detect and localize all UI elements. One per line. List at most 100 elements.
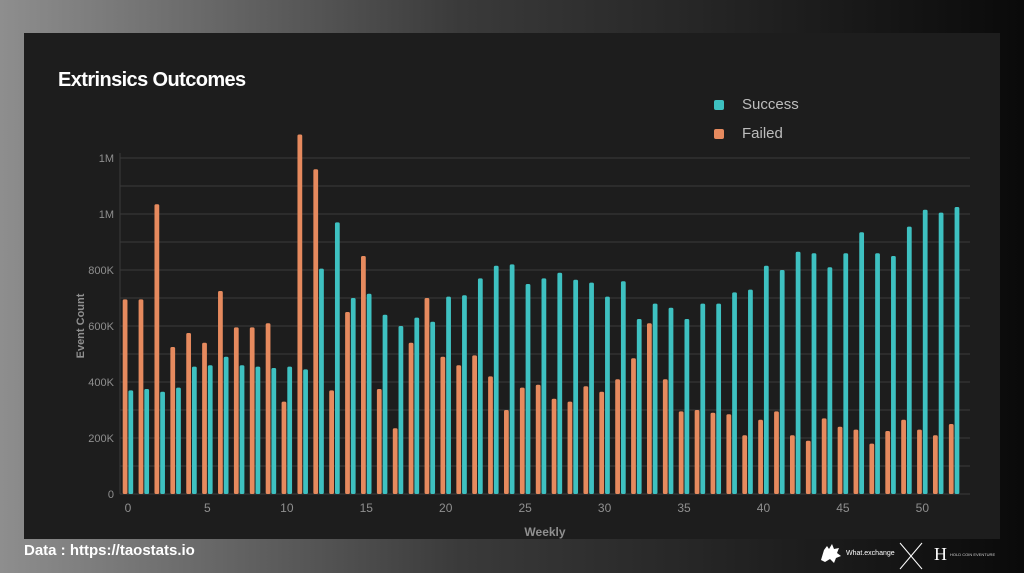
bar-failed	[186, 333, 192, 494]
bar-success	[541, 278, 547, 494]
bar-success	[255, 366, 261, 494]
bar-chart: 0 200K 400K 600K 800K 1M 1M 0 5 10 15 20 25 30 35 40 45 5…	[75, 134, 970, 539]
bar-success	[827, 267, 833, 494]
bar-success	[620, 281, 626, 494]
bar-failed	[408, 342, 414, 494]
bar-failed	[170, 347, 176, 494]
x-tick-label: 20	[439, 501, 453, 515]
x-tick-label: 30	[598, 501, 612, 515]
x-axis-label: Weekly	[524, 525, 565, 539]
brand-what-exchange: What.exchange	[818, 540, 895, 566]
bar-failed	[885, 431, 891, 494]
bar-failed	[202, 342, 207, 494]
bar-success	[271, 368, 277, 494]
bar-failed	[932, 435, 938, 494]
bar-failed	[281, 401, 287, 494]
bar-failed	[233, 327, 239, 494]
y-tick-label: 400K	[88, 377, 114, 389]
bar-success	[239, 365, 245, 494]
bar-success	[652, 303, 658, 494]
bar-failed	[917, 429, 922, 494]
bar-failed	[361, 256, 366, 494]
bar-failed	[392, 428, 398, 494]
bar-success	[334, 222, 340, 494]
bar-failed	[424, 298, 430, 494]
bar-failed	[599, 391, 605, 494]
bar-failed	[662, 379, 668, 494]
bar-failed	[313, 169, 319, 494]
bar-failed	[901, 419, 906, 494]
bar-success	[207, 365, 213, 494]
bar-failed	[472, 355, 477, 494]
bar-success	[763, 265, 769, 494]
x-tick-label: 25	[518, 501, 532, 515]
y-axis-label: Event Count	[75, 293, 87, 358]
bar-success	[716, 303, 722, 494]
y-tick-label: 0	[108, 489, 114, 501]
bar-success	[144, 389, 150, 494]
bar-success	[191, 366, 197, 494]
bar-success	[795, 251, 801, 494]
bar-success	[938, 212, 944, 494]
bar-success	[509, 264, 515, 494]
brand-hold-coin: H HOLD COIN EVENTURE	[934, 544, 995, 565]
x-tick-label: 10	[280, 501, 294, 515]
bar-failed	[122, 299, 128, 494]
bar-failed	[329, 390, 335, 494]
bar-failed	[456, 365, 462, 494]
bar-failed	[519, 387, 525, 494]
bar-failed	[488, 376, 493, 494]
bar-failed	[869, 443, 875, 494]
bar-success	[748, 289, 753, 494]
bar-success	[922, 209, 928, 495]
bar-failed	[805, 440, 811, 494]
bar-failed	[376, 389, 382, 494]
bar-failed	[742, 435, 748, 494]
bar-failed	[615, 379, 620, 494]
bar-success	[589, 282, 594, 494]
bar-success	[700, 303, 706, 494]
bar-failed	[774, 411, 779, 494]
bar-failed	[345, 312, 350, 494]
bar-failed	[218, 291, 223, 494]
hold-coin-logo-icon: H	[934, 544, 947, 564]
bar-failed	[631, 358, 636, 494]
legend-label-failed: Failed	[742, 125, 783, 142]
bar-failed	[583, 386, 589, 494]
bar-success	[128, 390, 134, 494]
data-source-label: Data : https://taostats.io	[24, 542, 195, 559]
bar-success	[176, 387, 181, 494]
legend-swatch-failed	[714, 128, 724, 139]
bar-failed	[726, 414, 732, 494]
legend-label-success: Success	[742, 96, 799, 113]
bar-success	[779, 270, 785, 494]
bar-failed	[948, 424, 954, 494]
bar-success	[303, 369, 308, 494]
bar-success	[954, 207, 960, 494]
bar-success	[636, 319, 642, 494]
bar-failed	[249, 327, 255, 494]
x-tick-label: 5	[204, 501, 211, 515]
wolf-logo-icon	[821, 544, 841, 563]
bar-success	[398, 326, 404, 494]
chart-title: Extrinsics Outcomes	[58, 69, 246, 91]
bar-success	[557, 272, 563, 494]
bar-success	[350, 298, 356, 494]
bar-success	[525, 284, 531, 494]
bar-failed	[853, 429, 859, 494]
bar-failed	[678, 411, 684, 494]
bar-success	[684, 319, 690, 494]
bar-success	[493, 265, 499, 494]
y-tick-label: 600K	[88, 321, 114, 333]
y-tick-label: 1M	[99, 209, 114, 221]
brand-a-name: What.exchange	[846, 549, 895, 557]
bar-success	[462, 295, 467, 494]
legend-item-success[interactable]: Success	[714, 96, 799, 113]
brand-b-name: HOLD COIN EVENTURE	[950, 552, 996, 557]
bar-success	[414, 317, 420, 494]
bar-failed	[821, 418, 827, 494]
cross-separator-icon	[899, 542, 923, 570]
x-tick-label: 35	[677, 501, 691, 515]
legend-item-failed[interactable]: Failed	[714, 125, 783, 142]
bar-success	[859, 232, 865, 494]
